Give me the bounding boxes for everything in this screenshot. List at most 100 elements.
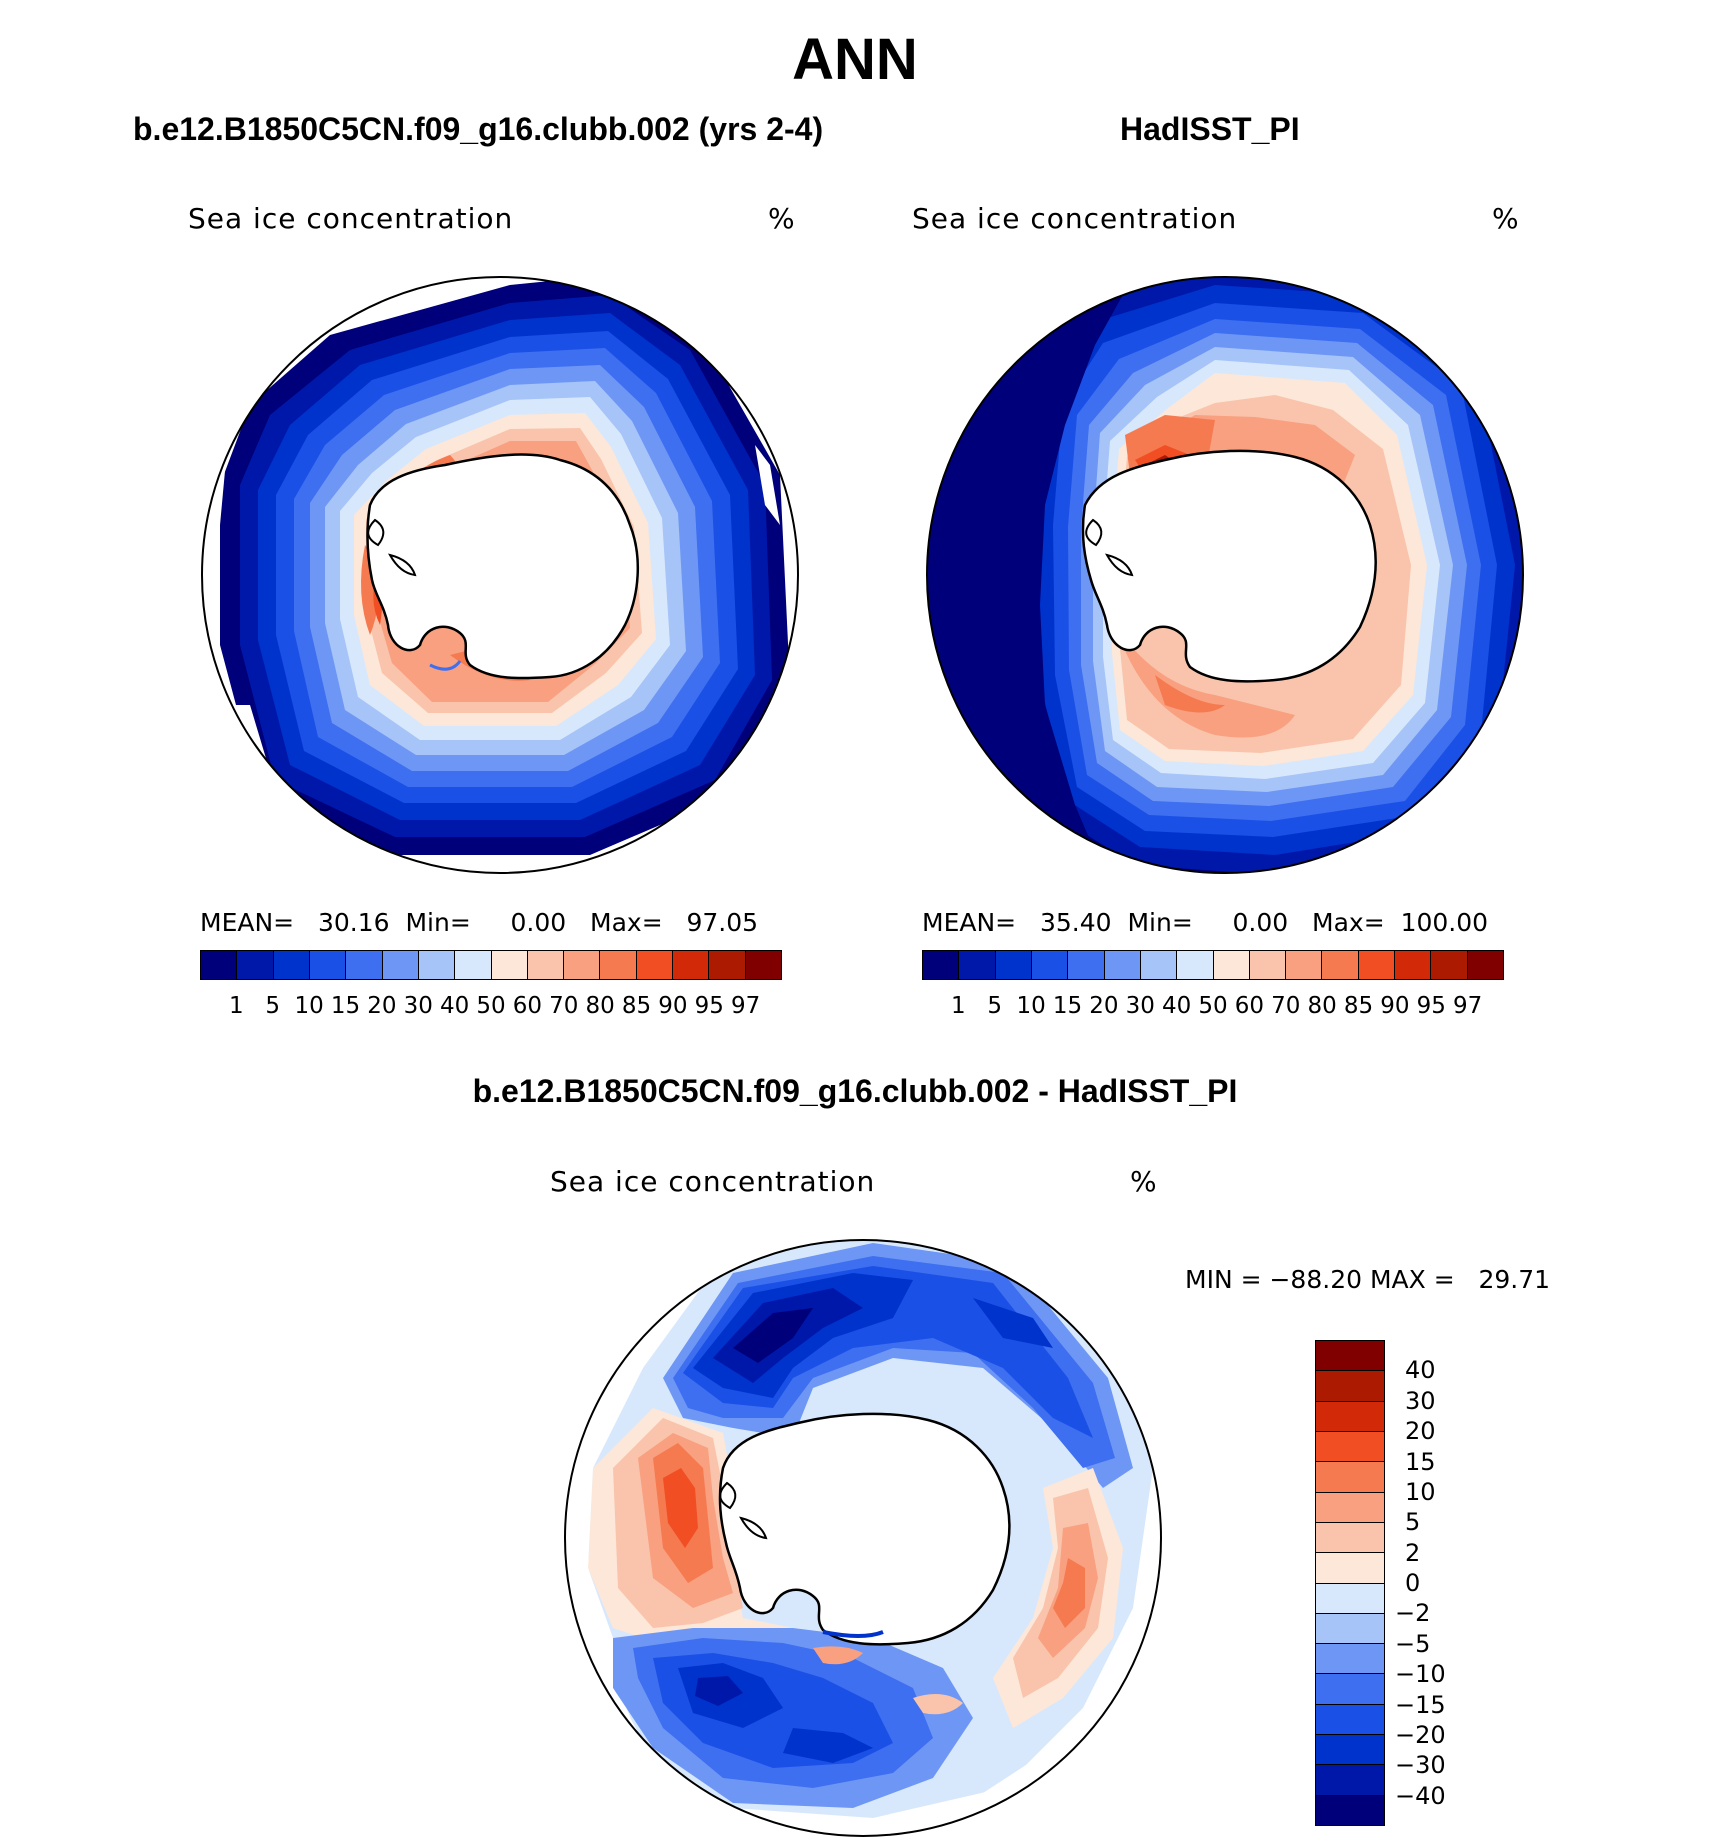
colorbar-swatch xyxy=(418,951,456,979)
colorbar-tick-label: 90 xyxy=(658,993,688,1019)
colorbar-tick-label: 30 xyxy=(1125,993,1155,1019)
panel-1-max-label: Max= xyxy=(590,908,663,937)
colorbar-swatch xyxy=(995,951,1032,979)
colorbar-swatch xyxy=(1068,951,1105,979)
colorbar-swatch xyxy=(1140,951,1178,979)
diff-colorbar-tick-label: −30 xyxy=(1395,1751,1446,1780)
colorbar-tick-label: 60 xyxy=(1234,993,1265,1019)
colorbar-swatch xyxy=(201,951,238,979)
colorbar-swatch xyxy=(636,951,674,979)
panel-1-colorbar-labels: 1 5 10 15 20 30 40 50 60 70 80 85 90 95 97 xyxy=(200,992,782,1022)
colorbar-swatch xyxy=(1431,951,1468,979)
colorbar-tick-label: 40 xyxy=(439,993,470,1019)
colorbar-swatch xyxy=(1104,951,1141,979)
colorbar-swatch xyxy=(1177,951,1214,979)
colorbar-swatch xyxy=(491,951,528,979)
colorbar-swatch xyxy=(309,951,347,979)
panel-2-mean-value: 35.40 xyxy=(1039,908,1112,937)
colorbar-swatch xyxy=(1031,951,1069,979)
panel-1-colorbar xyxy=(200,950,782,980)
colorbar-tick-label: 70 xyxy=(1271,993,1301,1019)
diff-colorbar-swatch xyxy=(1316,1371,1384,1402)
colorbar-swatch xyxy=(1249,951,1287,979)
diff-colorbar-tick-label: 2 xyxy=(1405,1538,1421,1567)
diff-colorbar-swatch xyxy=(1316,1704,1384,1736)
panel-2-max-label: Max= xyxy=(1312,908,1385,937)
panel-1-variable-label: Sea ice concentration xyxy=(188,202,514,235)
colorbar-tick-label: 10 xyxy=(1016,993,1046,1019)
panel-2-colorbar-labels: 1 5 10 15 20 30 40 50 60 70 80 85 90 95 97 xyxy=(922,992,1504,1022)
diff-colorbar-tick-label: 15 xyxy=(1405,1447,1436,1476)
panel-2-mean-label: MEAN= xyxy=(922,908,1017,937)
colorbar-swatch xyxy=(923,951,960,979)
panel-2-max-value: 100.00 xyxy=(1400,908,1489,937)
panel-2-units: % xyxy=(1492,202,1520,235)
colorbar-swatch xyxy=(1358,951,1396,979)
page-title: ANN xyxy=(792,27,918,92)
diff-colorbar-swatch xyxy=(1316,1553,1384,1584)
colorbar-swatch xyxy=(745,951,781,979)
diff-colorbar-swatch xyxy=(1316,1462,1384,1493)
diff-panel-units: % xyxy=(1130,1165,1158,1198)
diff-colorbar-tick-label: 0 xyxy=(1405,1569,1421,1597)
panel-2-min-label: Min= xyxy=(1127,908,1193,937)
colorbar-swatch xyxy=(1213,951,1250,979)
colorbar-tick-label: 1 xyxy=(951,993,966,1019)
panel-1-mean-value: 30.16 xyxy=(317,908,390,937)
colorbar-tick-label: 97 xyxy=(730,993,761,1019)
diff-panel-variable-label: Sea ice concentration xyxy=(550,1165,876,1198)
colorbar-tick-label: 20 xyxy=(1089,993,1119,1019)
colorbar-tick-label: 85 xyxy=(621,993,652,1019)
colorbar-tick-label: 95 xyxy=(1416,993,1446,1019)
panel-2-subtitle: HadISST_PI xyxy=(1120,111,1300,147)
panel-1-ice-field xyxy=(202,277,798,873)
colorbar-swatch xyxy=(455,951,492,979)
colorbar-tick-label: 50 xyxy=(476,993,506,1019)
colorbar-swatch xyxy=(1286,951,1323,979)
diff-colorbar-tick-label: 5 xyxy=(1405,1508,1421,1537)
panel-2-polar-map xyxy=(926,276,1524,874)
colorbar-tick-label: 5 xyxy=(265,993,281,1019)
diff-panel-anomaly-field xyxy=(565,1240,1161,1836)
colorbar-tick-label: 15 xyxy=(1052,993,1083,1019)
diff-colorbar-swatch xyxy=(1316,1341,1384,1372)
colorbar-tick-label: 30 xyxy=(403,993,433,1019)
panel-1-max-value: 97.05 xyxy=(686,908,759,937)
colorbar-tick-label: 15 xyxy=(330,993,361,1019)
diff-colorbar-tick-label: −5 xyxy=(1395,1629,1431,1658)
diff-panel-colorbar-labels: 40 30 20 15 10 5 2 0 −2 −5 −10 −15 −20 −30 −40 xyxy=(1395,1340,1475,1826)
colorbar-tick-label: 70 xyxy=(549,993,579,1019)
colorbar-tick-label: 5 xyxy=(987,993,1003,1019)
panel-1-subtitle: b.e12.B1850C5CN.f09_g16.clubb.002 (yrs 2… xyxy=(133,111,824,147)
diff-colorbar-swatch xyxy=(1316,1644,1384,1675)
panel-2-min-value: 0.00 xyxy=(1232,908,1289,937)
diff-colorbar-swatch xyxy=(1316,1674,1384,1705)
diff-colorbar-swatch xyxy=(1316,1765,1384,1796)
colorbar-swatch xyxy=(1322,951,1359,979)
colorbar-tick-label: 80 xyxy=(1307,993,1337,1019)
diff-panel-subtitle: b.e12.B1850C5CN.f09_g16.clubb.002 - HadI… xyxy=(472,1073,1238,1109)
colorbar-swatch xyxy=(564,951,601,979)
colorbar-tick-label: 20 xyxy=(367,993,397,1019)
diff-colorbar-swatch xyxy=(1316,1522,1384,1554)
diff-panel-minmax: MIN = −88.20 MAX = 29.71 xyxy=(1185,1265,1551,1294)
colorbar-swatch xyxy=(673,951,710,979)
diff-colorbar-tick-label: −40 xyxy=(1395,1781,1446,1810)
colorbar-tick-label: 40 xyxy=(1161,993,1192,1019)
panel-2-colorbar xyxy=(922,950,1504,980)
panel-2-stats: MEAN= 35.40 Min= 0.00 Max= 100.00 xyxy=(922,908,1488,938)
diff-colorbar-tick-label: 40 xyxy=(1405,1356,1436,1385)
diff-panel-polar-map xyxy=(564,1239,1162,1837)
colorbar-tick-label: 50 xyxy=(1198,993,1228,1019)
colorbar-swatch xyxy=(237,951,274,979)
panel-1-stats: MEAN= 30.16 Min= 0.00 Max= 97.05 xyxy=(200,908,758,938)
panel-1-min-value: 0.00 xyxy=(510,908,567,937)
panel-2-ice-field xyxy=(927,277,1523,873)
diff-colorbar-tick-label: −10 xyxy=(1395,1660,1446,1689)
colorbar-tick-label: 90 xyxy=(1380,993,1410,1019)
diff-colorbar-tick-label: 30 xyxy=(1405,1386,1436,1415)
diff-panel-colorbar xyxy=(1315,1340,1385,1826)
diff-colorbar-swatch xyxy=(1316,1795,1384,1825)
diff-colorbar-swatch xyxy=(1316,1492,1384,1523)
colorbar-tick-label: 60 xyxy=(512,993,543,1019)
